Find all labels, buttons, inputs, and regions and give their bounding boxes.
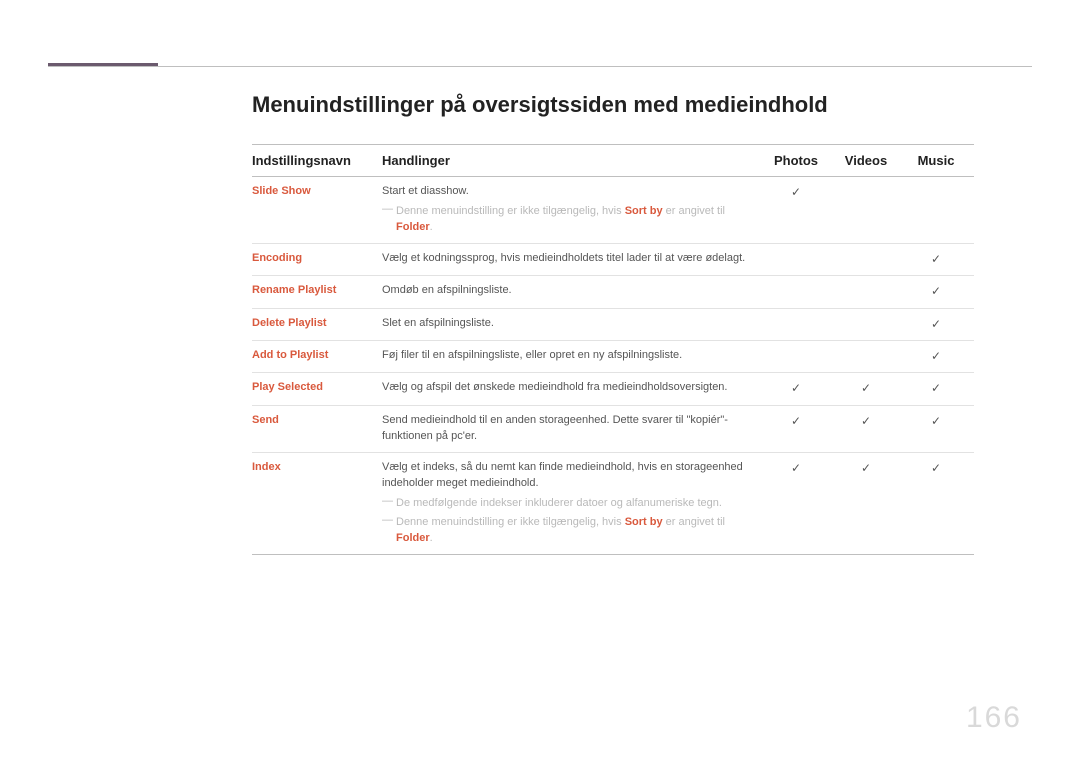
setting-name-label: Index bbox=[252, 461, 281, 473]
photos-check: ✓ bbox=[764, 452, 834, 555]
setting-action: Vælg og afspil det ønskede medieindhold … bbox=[382, 373, 764, 405]
note-highlight: Folder bbox=[396, 532, 430, 544]
setting-desc: Vælg et indeks, så du nemt kan finde med… bbox=[382, 460, 758, 492]
col-actions: Handlinger bbox=[382, 145, 764, 177]
setting-name-label: Add to Playlist bbox=[252, 349, 328, 361]
setting-name-label: Slide Show bbox=[252, 185, 311, 197]
videos-check: ✓ bbox=[834, 373, 904, 405]
photos-check bbox=[764, 243, 834, 275]
photos-check bbox=[764, 340, 834, 372]
setting-action: Start et diasshow. Denne menuindstilling … bbox=[382, 177, 764, 244]
videos-check bbox=[834, 308, 904, 340]
videos-check bbox=[834, 340, 904, 372]
setting-desc: Vælg et kodningssprog, hvis medieindhold… bbox=[382, 251, 758, 267]
setting-action: Send medieindhold til en anden storageen… bbox=[382, 405, 764, 452]
videos-check bbox=[834, 243, 904, 275]
table-row: Slide Show Start et diasshow. Denne menuin… bbox=[252, 177, 974, 244]
setting-name: Delete Playlist bbox=[252, 308, 382, 340]
videos-check: ✓ bbox=[834, 405, 904, 452]
setting-note: De medfølgende indekser inkluderer datoe… bbox=[382, 496, 758, 512]
music-check: ✓ bbox=[904, 243, 974, 275]
setting-desc: Send medieindhold til en anden storageen… bbox=[382, 413, 758, 445]
videos-check: ✓ bbox=[834, 452, 904, 555]
setting-name-label: Play Selected bbox=[252, 381, 323, 393]
page-content: Menuindstillinger på oversigtssiden med … bbox=[252, 92, 974, 555]
setting-desc: Start et diasshow. bbox=[382, 184, 758, 200]
table-row: Send Send medieindhold til en anden stora… bbox=[252, 405, 974, 452]
table-row: Rename Playlist Omdøb en afspilningsliste… bbox=[252, 276, 974, 308]
music-check: ✓ bbox=[904, 308, 974, 340]
photos-check: ✓ bbox=[764, 373, 834, 405]
music-check: ✓ bbox=[904, 405, 974, 452]
music-check: ✓ bbox=[904, 340, 974, 372]
table-row: Add to Playlist Føj filer til en afspilni… bbox=[252, 340, 974, 372]
photos-check bbox=[764, 308, 834, 340]
table-row: Index Vælg et indeks, så du nemt kan find… bbox=[252, 452, 974, 555]
setting-name: Index bbox=[252, 452, 382, 555]
setting-name: Send bbox=[252, 405, 382, 452]
table-row: Play Selected Vælg og afspil det ønskede … bbox=[252, 373, 974, 405]
settings-table: Indstillingsnavn Handlinger Photos Video… bbox=[252, 144, 974, 555]
note-highlight: Sort by bbox=[625, 516, 663, 528]
note-highlight: Sort by bbox=[625, 205, 663, 217]
page-number: 166 bbox=[966, 701, 1022, 735]
setting-desc: Slet en afspilningsliste. bbox=[382, 316, 758, 332]
setting-name-label: Delete Playlist bbox=[252, 317, 327, 329]
videos-check bbox=[834, 276, 904, 308]
col-photos: Photos bbox=[764, 145, 834, 177]
setting-name-label: Encoding bbox=[252, 252, 302, 264]
page-title: Menuindstillinger på oversigtssiden med … bbox=[252, 92, 974, 118]
music-check: ✓ bbox=[904, 276, 974, 308]
col-name: Indstillingsnavn bbox=[252, 145, 382, 177]
setting-desc: Omdøb en afspilningsliste. bbox=[382, 283, 758, 299]
setting-name-label: Send bbox=[252, 414, 279, 426]
note-highlight: Folder bbox=[396, 221, 430, 233]
videos-check bbox=[834, 177, 904, 244]
photos-check bbox=[764, 276, 834, 308]
setting-name: Rename Playlist bbox=[252, 276, 382, 308]
setting-action: Vælg et kodningssprog, hvis medieindhold… bbox=[382, 243, 764, 275]
top-rule bbox=[48, 66, 1032, 67]
photos-check: ✓ bbox=[764, 177, 834, 244]
col-videos: Videos bbox=[834, 145, 904, 177]
table-row: Delete Playlist Slet en afspilningsliste.… bbox=[252, 308, 974, 340]
table-row: Encoding Vælg et kodningssprog, hvis medi… bbox=[252, 243, 974, 275]
setting-note: Denne menuindstilling er ikke tilgængeli… bbox=[382, 515, 758, 547]
col-music: Music bbox=[904, 145, 974, 177]
music-check: ✓ bbox=[904, 373, 974, 405]
setting-action: Vælg et indeks, så du nemt kan finde med… bbox=[382, 452, 764, 555]
setting-desc: Føj filer til en afspilningsliste, eller… bbox=[382, 348, 758, 364]
music-check bbox=[904, 177, 974, 244]
setting-action: Omdøb en afspilningsliste. bbox=[382, 276, 764, 308]
table-header-row: Indstillingsnavn Handlinger Photos Video… bbox=[252, 145, 974, 177]
music-check: ✓ bbox=[904, 452, 974, 555]
setting-action: Slet en afspilningsliste. bbox=[382, 308, 764, 340]
setting-name: Encoding bbox=[252, 243, 382, 275]
setting-name: Add to Playlist bbox=[252, 340, 382, 372]
setting-name-label: Rename Playlist bbox=[252, 284, 336, 296]
setting-name: Slide Show bbox=[252, 177, 382, 244]
photos-check: ✓ bbox=[764, 405, 834, 452]
setting-name: Play Selected bbox=[252, 373, 382, 405]
setting-note: Denne menuindstilling er ikke tilgængeli… bbox=[382, 204, 758, 236]
setting-desc: Vælg og afspil det ønskede medieindhold … bbox=[382, 380, 758, 396]
setting-action: Føj filer til en afspilningsliste, eller… bbox=[382, 340, 764, 372]
